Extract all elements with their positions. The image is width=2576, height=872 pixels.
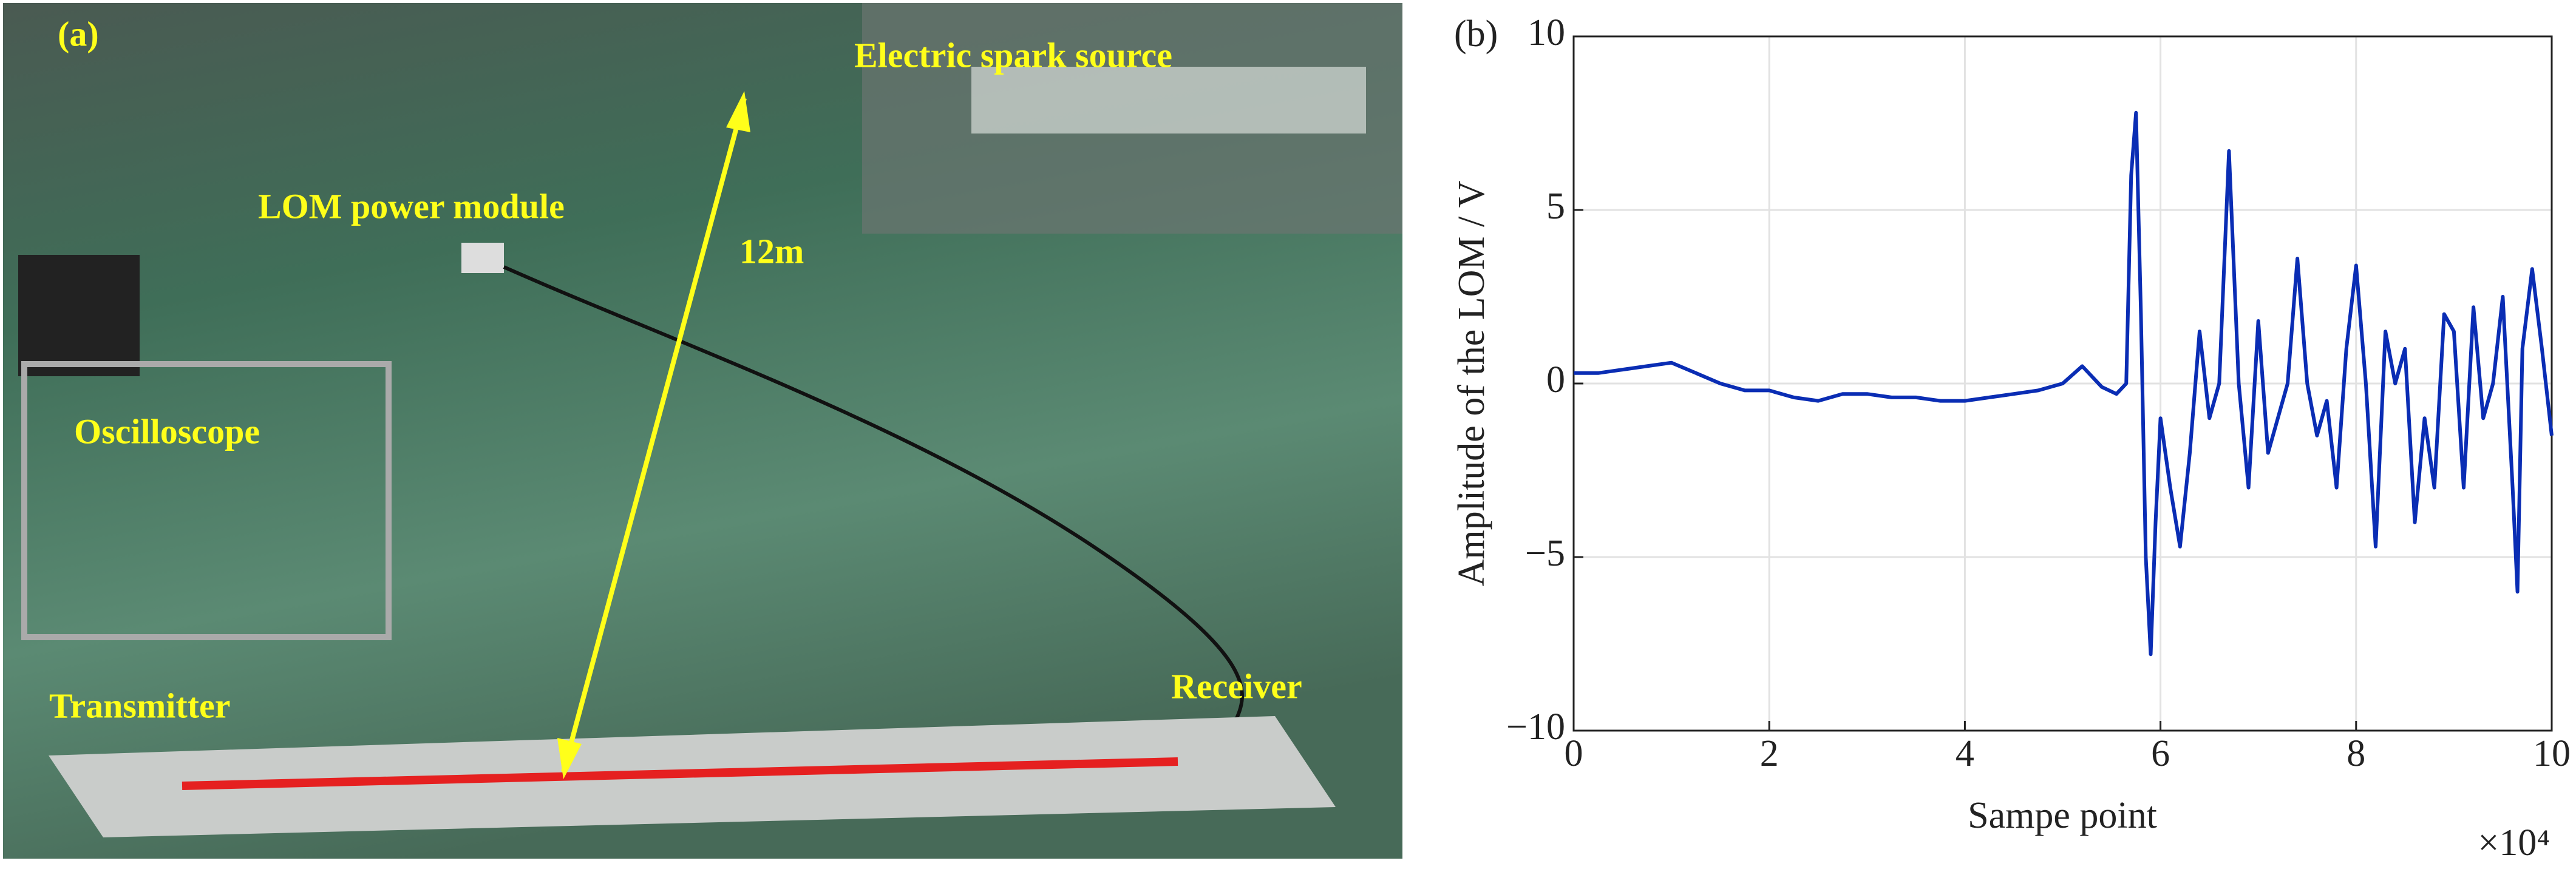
photo-label: Oscilloscope — [74, 411, 260, 451]
distance-arrow — [561, 97, 747, 773]
cable — [503, 265, 1244, 729]
x-tick-label: 6 — [2151, 733, 2170, 774]
x-axis-label: Sampe point — [1968, 795, 2157, 836]
x-tick-label: 2 — [1760, 733, 1779, 774]
y-axis-label: Amplitude of the LOM / V — [1451, 180, 1492, 586]
x-tick-label: 8 — [2347, 733, 2365, 774]
y-tick-label: 0 — [1546, 359, 1565, 401]
y-tick-label: −5 — [1525, 533, 1565, 574]
arrow-head — [557, 738, 582, 779]
panel-label: (b) — [1454, 13, 1498, 55]
arrow-head — [726, 91, 750, 132]
x-tick-label: 4 — [1956, 733, 1974, 774]
table — [971, 67, 1366, 134]
photo-label: 12m — [739, 231, 804, 271]
oscilloscope — [18, 255, 140, 376]
laser-line — [182, 757, 1178, 790]
data-line — [1574, 110, 2554, 657]
cart — [21, 361, 392, 640]
y-tick-label: −10 — [1506, 706, 1565, 748]
axes-box — [1572, 35, 2553, 732]
y-tick-label: 10 — [1528, 12, 1565, 53]
power-module — [461, 243, 504, 273]
photo-label: Transmitter — [49, 686, 231, 725]
chart: (b) Sampe point Amplitude of the LOM / V… — [1451, 12, 2571, 864]
y-tick-label: 5 — [1546, 186, 1565, 227]
photo-label: Electric spark source — [854, 35, 1172, 75]
x-tick-label: 0 — [1565, 733, 1583, 774]
x-multiplier: ×10⁴ — [2478, 822, 2550, 864]
panel-label: (a) — [58, 14, 99, 53]
photo: (a) Electric spark source LOM power modu… — [3, 3, 1402, 859]
x-tick-label: 10 — [2533, 733, 2571, 774]
photo-label: LOM power module — [258, 186, 565, 226]
photo-label: Receiver — [1171, 666, 1302, 706]
